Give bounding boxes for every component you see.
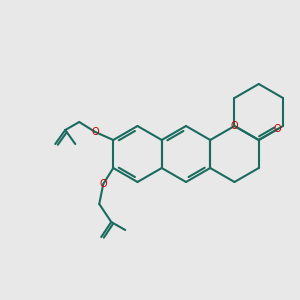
Text: O: O — [274, 124, 282, 134]
Text: O: O — [92, 127, 99, 137]
Text: O: O — [99, 179, 107, 189]
Text: O: O — [231, 121, 238, 131]
